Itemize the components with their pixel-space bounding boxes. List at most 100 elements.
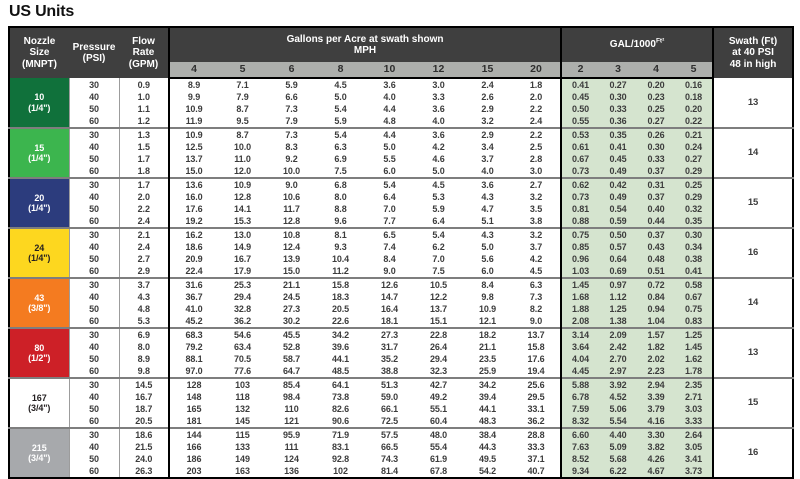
gal-per-1000ft-value: 2.08 [560, 315, 600, 328]
gallons-per-acre-value: 44.1 [478, 404, 497, 414]
gallons-per-acre-value: 5.6 [481, 254, 494, 264]
pressure-value: 30 [68, 127, 119, 141]
gallons-per-acre-value: 2.7 [512, 177, 562, 191]
gallons-per-acre-value: 4.0 [481, 166, 494, 176]
table-row: 40 16.7 148 118 98.4 73.8 59.0 49.2 39.4 29.5 6.78… [9, 391, 793, 403]
gallons-per-acre-value: 2.9 [463, 127, 512, 141]
gallons-per-acre-value: 45.5 [267, 327, 316, 341]
gallons-per-acre-value: 8.3 [285, 142, 298, 152]
gal-per-1000ft-value: 0.24 [675, 141, 714, 153]
gallons-per-acre-value: 21.1 [478, 342, 497, 352]
gallons-per-acre-value: 133 [235, 442, 250, 452]
gal-superscript: Ft² [655, 38, 665, 46]
gallons-per-acre-value: 181 [168, 415, 218, 428]
mph-col-header: 4 [168, 62, 218, 79]
gal-per-1000ft-value: 0.83 [675, 315, 714, 328]
gallons-per-acre-value: 9.0 [267, 177, 316, 191]
gallons-per-acre-value: 64.1 [316, 377, 365, 391]
gallons-per-acre-value: 3.6 [383, 80, 396, 90]
gal-per-1000ft-value: 8.32 [560, 415, 600, 428]
gal-per-1000ft-value: 0.25 [675, 177, 714, 191]
gallons-per-acre-value: 22.6 [331, 316, 350, 326]
gal-per-1000ft-value: 0.88 [560, 215, 600, 228]
gallons-per-acre-value: 10.9 [478, 304, 497, 314]
gal-per-1000ft-value: 0.67 [675, 291, 714, 303]
table-row: 60 26.3 203 163 136 102 81.4 67.8 54.2 40.7 9.34 6.… [9, 465, 793, 478]
gallons-per-acre-value: 10.4 [331, 254, 350, 264]
gal-col-header: 5 [675, 62, 714, 79]
nozzle-label-80: 80 (1/2") [9, 327, 69, 378]
gallons-per-acre-value: 34.2 [463, 377, 512, 391]
gal-per-1000ft-value: 0.29 [675, 191, 714, 203]
gallons-per-acre-value: 38.8 [380, 366, 399, 376]
flow-rate-value: 26.3 [118, 465, 169, 478]
gal-per-1000ft-value: 0.23 [637, 91, 676, 103]
gal-per-1000ft-value: 5.88 [560, 377, 600, 391]
gallons-per-acre-value: 35.2 [380, 354, 399, 364]
gallons-per-acre-value: 4.0 [383, 92, 396, 102]
gallons-per-acre-value: 9.2 [285, 154, 298, 164]
table-row: 10 (1/4") 30 0.9 8.9 7.1 5.9 4.5 3.6 3.0 2.4 1.8 0.… [9, 78, 794, 128]
gal-per-1000ft-value: 0.54 [599, 203, 638, 215]
gallons-per-acre-value: 92.8 [331, 454, 350, 464]
gallons-per-acre-value: 10.0 [233, 142, 252, 152]
gal-per-1000ft-value: 0.85 [560, 241, 600, 253]
gallons-per-acre-value: 85.4 [267, 377, 316, 391]
gal-per-1000ft-value: 2.02 [637, 353, 676, 365]
gallons-per-acre-value: 3.2 [512, 227, 562, 241]
gallons-per-acre-value: 6.9 [334, 154, 347, 164]
gal-per-1000ft-value: 6.78 [560, 391, 600, 403]
gallons-per-acre-value: 22.8 [414, 327, 463, 341]
gal-per-1000ft-value: 0.64 [599, 253, 638, 265]
pressure-value: 30 [68, 78, 119, 91]
gal-per-1000ft-value: 0.41 [675, 265, 714, 278]
gal-per-1000ft-value: 0.40 [637, 203, 676, 215]
pressure-value: 30 [68, 177, 119, 191]
gallons-per-acre-value: 16.7 [233, 254, 252, 264]
gallons-per-acre-value: 5.0 [481, 242, 494, 252]
gal-per-1000ft-value: 0.16 [675, 78, 714, 91]
gallons-per-acre-value: 144 [168, 427, 218, 441]
gal-per-1000ft-value: 3.41 [675, 453, 714, 465]
gal-per-1000ft-value: 5.09 [599, 441, 638, 453]
gallons-per-acre-value: 31.7 [380, 342, 399, 352]
gallons-per-acre-value: 34.2 [316, 327, 365, 341]
gallons-per-acre-value: 97.0 [168, 365, 218, 378]
table-row: 215 (3/4") 30 18.6 144 115 95.9 71.9 57.5 48.0 38… [9, 427, 794, 478]
flow-rate-value: 2.4 [118, 215, 169, 228]
gal-per-1000ft-value: 0.22 [675, 115, 714, 128]
gal-per-1000ft-value: 8.52 [560, 453, 600, 465]
gallons-per-acre-value: 128 [168, 377, 218, 391]
gallons-per-acre-value: 1.8 [529, 80, 543, 90]
gallons-per-acre-value: 60.4 [429, 416, 448, 426]
pressure-value: 50 [68, 303, 119, 315]
gallons-per-acre-value: 10.6 [282, 192, 301, 202]
gallons-per-acre-value: 13.7 [512, 327, 562, 341]
table-row: 24 (1/4") 30 2.1 16.2 13.0 10.8 8.1 6.5 5.4 4.3 3.… [9, 227, 794, 278]
pressure-value: 40 [68, 441, 119, 453]
gallons-per-acre-value: 3.5 [529, 204, 543, 214]
gallons-per-acre-value: 10.5 [414, 277, 463, 291]
gallons-per-acre-value: 2.2 [529, 104, 543, 114]
gallons-per-acre-value: 25.6 [512, 377, 562, 391]
gallons-per-acre-value: 18.2 [463, 327, 512, 341]
gal-per-1000ft-value: 1.82 [637, 341, 676, 353]
gal-per-1000ft-value: 0.55 [560, 115, 600, 128]
gallons-per-acre-value: 5.5 [383, 154, 396, 164]
gallons-per-acre-value: 8.7 [218, 127, 267, 141]
gal-col-header: 4 [637, 62, 676, 79]
swath-value: 15 [712, 177, 794, 228]
gal-per-1000ft-value: 0.53 [560, 127, 600, 141]
gal-per-1000ft-value: 2.70 [599, 353, 638, 365]
flow-rate-value: 1.2 [118, 115, 169, 128]
gal-per-1000ft-value: 3.64 [560, 341, 600, 353]
gallons-per-acre-value: 4.2 [432, 142, 445, 152]
flow-rate-value: 1.0 [118, 91, 169, 103]
gallons-per-acre-value: 66.1 [380, 404, 399, 414]
gallons-per-acre-value: 18.6 [168, 241, 218, 253]
gallons-per-acre-value: 27.3 [365, 327, 414, 341]
gallons-per-acre-value: 10.9 [218, 177, 267, 191]
gallons-per-acre-value: 38.4 [463, 427, 512, 441]
pressure-value: 40 [68, 141, 119, 153]
pressure-value: 50 [68, 153, 119, 165]
